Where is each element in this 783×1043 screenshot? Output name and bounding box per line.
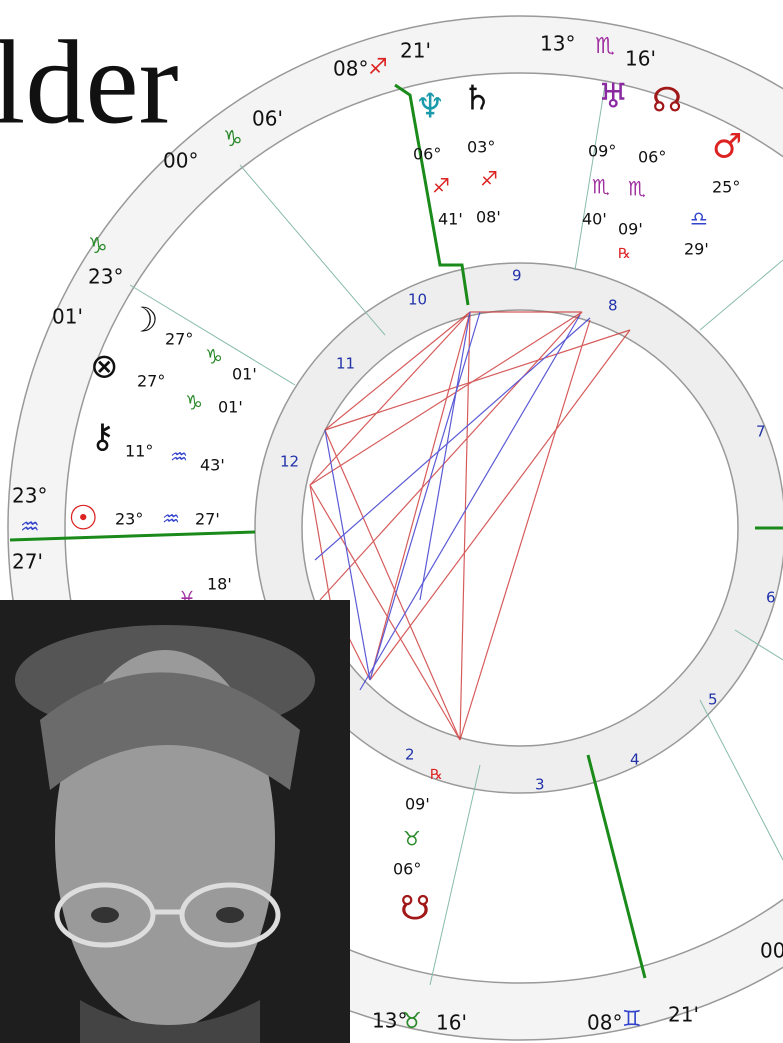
planet-sign: ♉ (403, 827, 421, 851)
house-number: 3 (535, 776, 545, 794)
house-number: 2 (405, 746, 415, 764)
house-number: 8 (608, 297, 618, 315)
cusp-sign: ♊ (622, 1007, 642, 1032)
house-number: 9 (512, 267, 522, 285)
planet-sign: ♑ (185, 391, 203, 415)
cusp-degree: 23° (88, 265, 123, 289)
cusp-degree: 00° (163, 149, 198, 173)
planet-sign: ♏ (628, 177, 646, 201)
cusp-minute: 16' (436, 1011, 467, 1035)
planet-sign: ♎ (690, 207, 708, 231)
astrology-chart: lder 12 3 4 (0, 0, 783, 1043)
house-number: 5 (708, 691, 718, 709)
cusp-sign: ♏ (595, 34, 615, 59)
cusp-minute: 21' (668, 1003, 699, 1027)
planet-degree: 06° (393, 860, 421, 879)
house-number: 10 (408, 291, 427, 309)
title: lder (0, 16, 179, 149)
planet-minute: 43' (200, 456, 225, 475)
cusp-degree: 08° (587, 1011, 622, 1035)
planet-glyph: ♂ (712, 127, 742, 167)
planet-sign: ♑ (205, 345, 223, 369)
house-number: 6 (766, 589, 776, 607)
planet-minute: 41' (438, 210, 463, 229)
planet-sign: ♏ (592, 175, 610, 199)
house-number: 12 (280, 453, 299, 471)
planet-minute: 01' (218, 398, 243, 417)
planet-degree: 06° (413, 145, 441, 164)
planet-degree: 03° (467, 138, 495, 157)
planet-degree: 25° (712, 178, 740, 197)
planet-minute: 01' (232, 365, 257, 384)
page: {"title": "lder", "houses": ["1", "2", "… (0, 0, 783, 1043)
retrograde: ℞ (430, 767, 443, 783)
cusp-degree: 23° (12, 484, 47, 508)
planet-degree: 09° (588, 142, 616, 161)
planet-sign: ♐ (432, 174, 450, 198)
cusp-degree: 08° (333, 57, 368, 81)
planet-degree: 27° (165, 330, 193, 349)
portrait (0, 600, 350, 1043)
retrograde: ℞ (618, 246, 631, 262)
planet-glyph: ☋ (400, 889, 430, 929)
cusp-minute: 21' (400, 39, 431, 63)
planet-degree: 23° (115, 510, 143, 529)
planet-glyph: ⊗ (90, 347, 119, 387)
planet-minute: 29' (684, 240, 709, 259)
planet-glyph: ⚷ (90, 417, 115, 457)
cusp-minute: 27' (12, 550, 43, 574)
planet-glyph: ☽ (128, 301, 158, 341)
planet-glyph: ♆ (415, 87, 445, 127)
cusp-minute: 06' (252, 107, 283, 131)
planet-minute: 40' (582, 210, 607, 229)
planet-glyph: ♄ (462, 79, 492, 119)
house-number: 4 (630, 751, 640, 769)
planet-minute: 09' (618, 220, 643, 239)
cusp-minute: 16' (625, 47, 656, 71)
planet-degree: 27° (137, 372, 165, 391)
cusp-sign: ♐ (368, 55, 388, 80)
planet-minute: 27' (195, 510, 220, 529)
planet-minute: 08' (476, 208, 501, 227)
cusp-sign: ♒ (20, 515, 40, 540)
planet-sign: ♒ (170, 445, 188, 469)
cusp-sign: ♑ (88, 234, 108, 259)
cusp-minute: 01' (52, 305, 83, 329)
planet-glyph: ♅ (598, 77, 628, 117)
planet-degree: 06° (638, 148, 666, 167)
planet-sign: ♐ (480, 167, 498, 191)
house-number: 11 (336, 355, 355, 373)
cusp-degree: 13° (540, 32, 575, 56)
cusp-sign: ♉ (402, 1009, 422, 1034)
cusp-sign: ♑ (223, 127, 243, 152)
planet-glyph: ☉ (68, 499, 98, 539)
planet-degree: 11° (125, 442, 153, 461)
house-number: 7 (756, 423, 766, 441)
planet-minute: 09' (405, 795, 430, 814)
planet-sign: ♒ (162, 507, 180, 531)
planet-minute: 18' (207, 575, 232, 594)
planet-glyph: ☊ (652, 81, 682, 121)
cusp-degree: 00 (760, 939, 783, 963)
